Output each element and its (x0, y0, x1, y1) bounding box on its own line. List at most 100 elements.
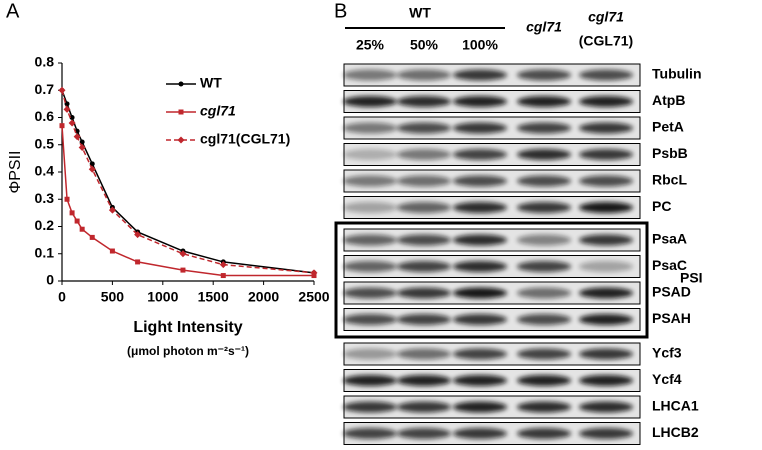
band (579, 348, 633, 360)
data-point (69, 115, 75, 120)
band (579, 175, 633, 187)
y-tick-label: 0 (46, 272, 54, 288)
protein-label: PsbB (652, 145, 688, 161)
band (397, 149, 451, 160)
lane-label: (CGL71) (579, 33, 633, 49)
band (343, 175, 397, 187)
band (397, 234, 451, 246)
protein-label: LHCA1 (652, 398, 699, 414)
protein-label: Ycf3 (652, 345, 682, 361)
series-line (61, 89, 315, 274)
band (453, 375, 507, 386)
band (397, 428, 451, 439)
y-tick-label: 0.6 (35, 108, 55, 124)
band (397, 175, 451, 187)
data-point (74, 218, 80, 224)
band (343, 234, 397, 246)
band (453, 261, 507, 272)
band (453, 348, 507, 360)
data-point (108, 206, 116, 214)
band (453, 122, 507, 134)
lane-label: 100% (462, 37, 498, 53)
y-tick-label: 0.2 (35, 217, 55, 233)
y-axis-label: ΦPSII (7, 151, 24, 194)
band (343, 375, 397, 386)
band (517, 202, 571, 213)
band (397, 401, 451, 413)
band (579, 122, 633, 134)
band (579, 202, 633, 213)
data-point (63, 105, 71, 113)
protein-label: Ycf4 (652, 371, 682, 387)
band (343, 401, 397, 413)
y-tick-label: 0.8 (35, 54, 55, 70)
band (343, 69, 397, 81)
band (579, 69, 633, 81)
band (397, 375, 451, 386)
x-tick-label: 2500 (298, 289, 329, 305)
lane-label: cgl71 (526, 19, 562, 35)
x-axis-label: Light Intensity (133, 319, 242, 336)
panel-label: A (6, 0, 20, 22)
y-tick-label: 0.7 (35, 81, 55, 97)
data-point (58, 86, 66, 94)
band (453, 149, 507, 160)
band (517, 149, 571, 160)
band (517, 314, 571, 325)
group-label: PSI (680, 270, 703, 286)
band (397, 314, 451, 325)
data-point (79, 226, 85, 232)
lane-label: 50% (410, 37, 439, 53)
data-point (180, 267, 186, 273)
band (579, 287, 633, 299)
band (343, 348, 397, 360)
group-label: WT (409, 5, 431, 21)
band (397, 287, 451, 299)
band (343, 287, 397, 299)
data-point (78, 143, 86, 151)
data-point (68, 119, 76, 127)
lane-label: 25% (356, 37, 385, 53)
band (517, 69, 571, 81)
protein-label: PetA (652, 119, 684, 135)
legend-marker (178, 81, 184, 87)
data-point (69, 210, 75, 216)
y-tick-label: 0.1 (35, 244, 55, 260)
band (517, 348, 571, 360)
data-point (88, 165, 96, 173)
data-point (59, 123, 65, 129)
band (517, 96, 571, 107)
band (579, 96, 633, 107)
band (397, 202, 451, 213)
band (397, 96, 451, 107)
protein-label: Tubulin (652, 66, 702, 82)
x-tick-label: 500 (101, 289, 125, 305)
x-axis-unit: (μmol photon m⁻²s⁻¹) (127, 344, 249, 358)
data-point (220, 273, 226, 279)
protein-label: PsaA (652, 231, 687, 247)
band (517, 261, 571, 272)
band (453, 401, 507, 413)
band (579, 314, 633, 325)
band (453, 69, 507, 81)
band (343, 314, 397, 325)
band (453, 428, 507, 439)
data-point (64, 196, 70, 202)
protein-label: RbcL (652, 172, 687, 188)
protein-label: PC (652, 198, 671, 214)
y-tick-label: 0.3 (35, 190, 55, 206)
protein-label: AtpB (652, 92, 685, 108)
band (343, 261, 397, 272)
x-tick-label: 0 (58, 289, 66, 305)
y-tick-label: 0.4 (35, 163, 55, 179)
band (453, 175, 507, 187)
panel-label: B (334, 0, 347, 22)
band (517, 428, 571, 439)
band (397, 69, 451, 81)
data-point (134, 231, 142, 239)
band (453, 202, 507, 213)
band (453, 234, 507, 246)
band (397, 348, 451, 360)
data-point (73, 133, 81, 141)
